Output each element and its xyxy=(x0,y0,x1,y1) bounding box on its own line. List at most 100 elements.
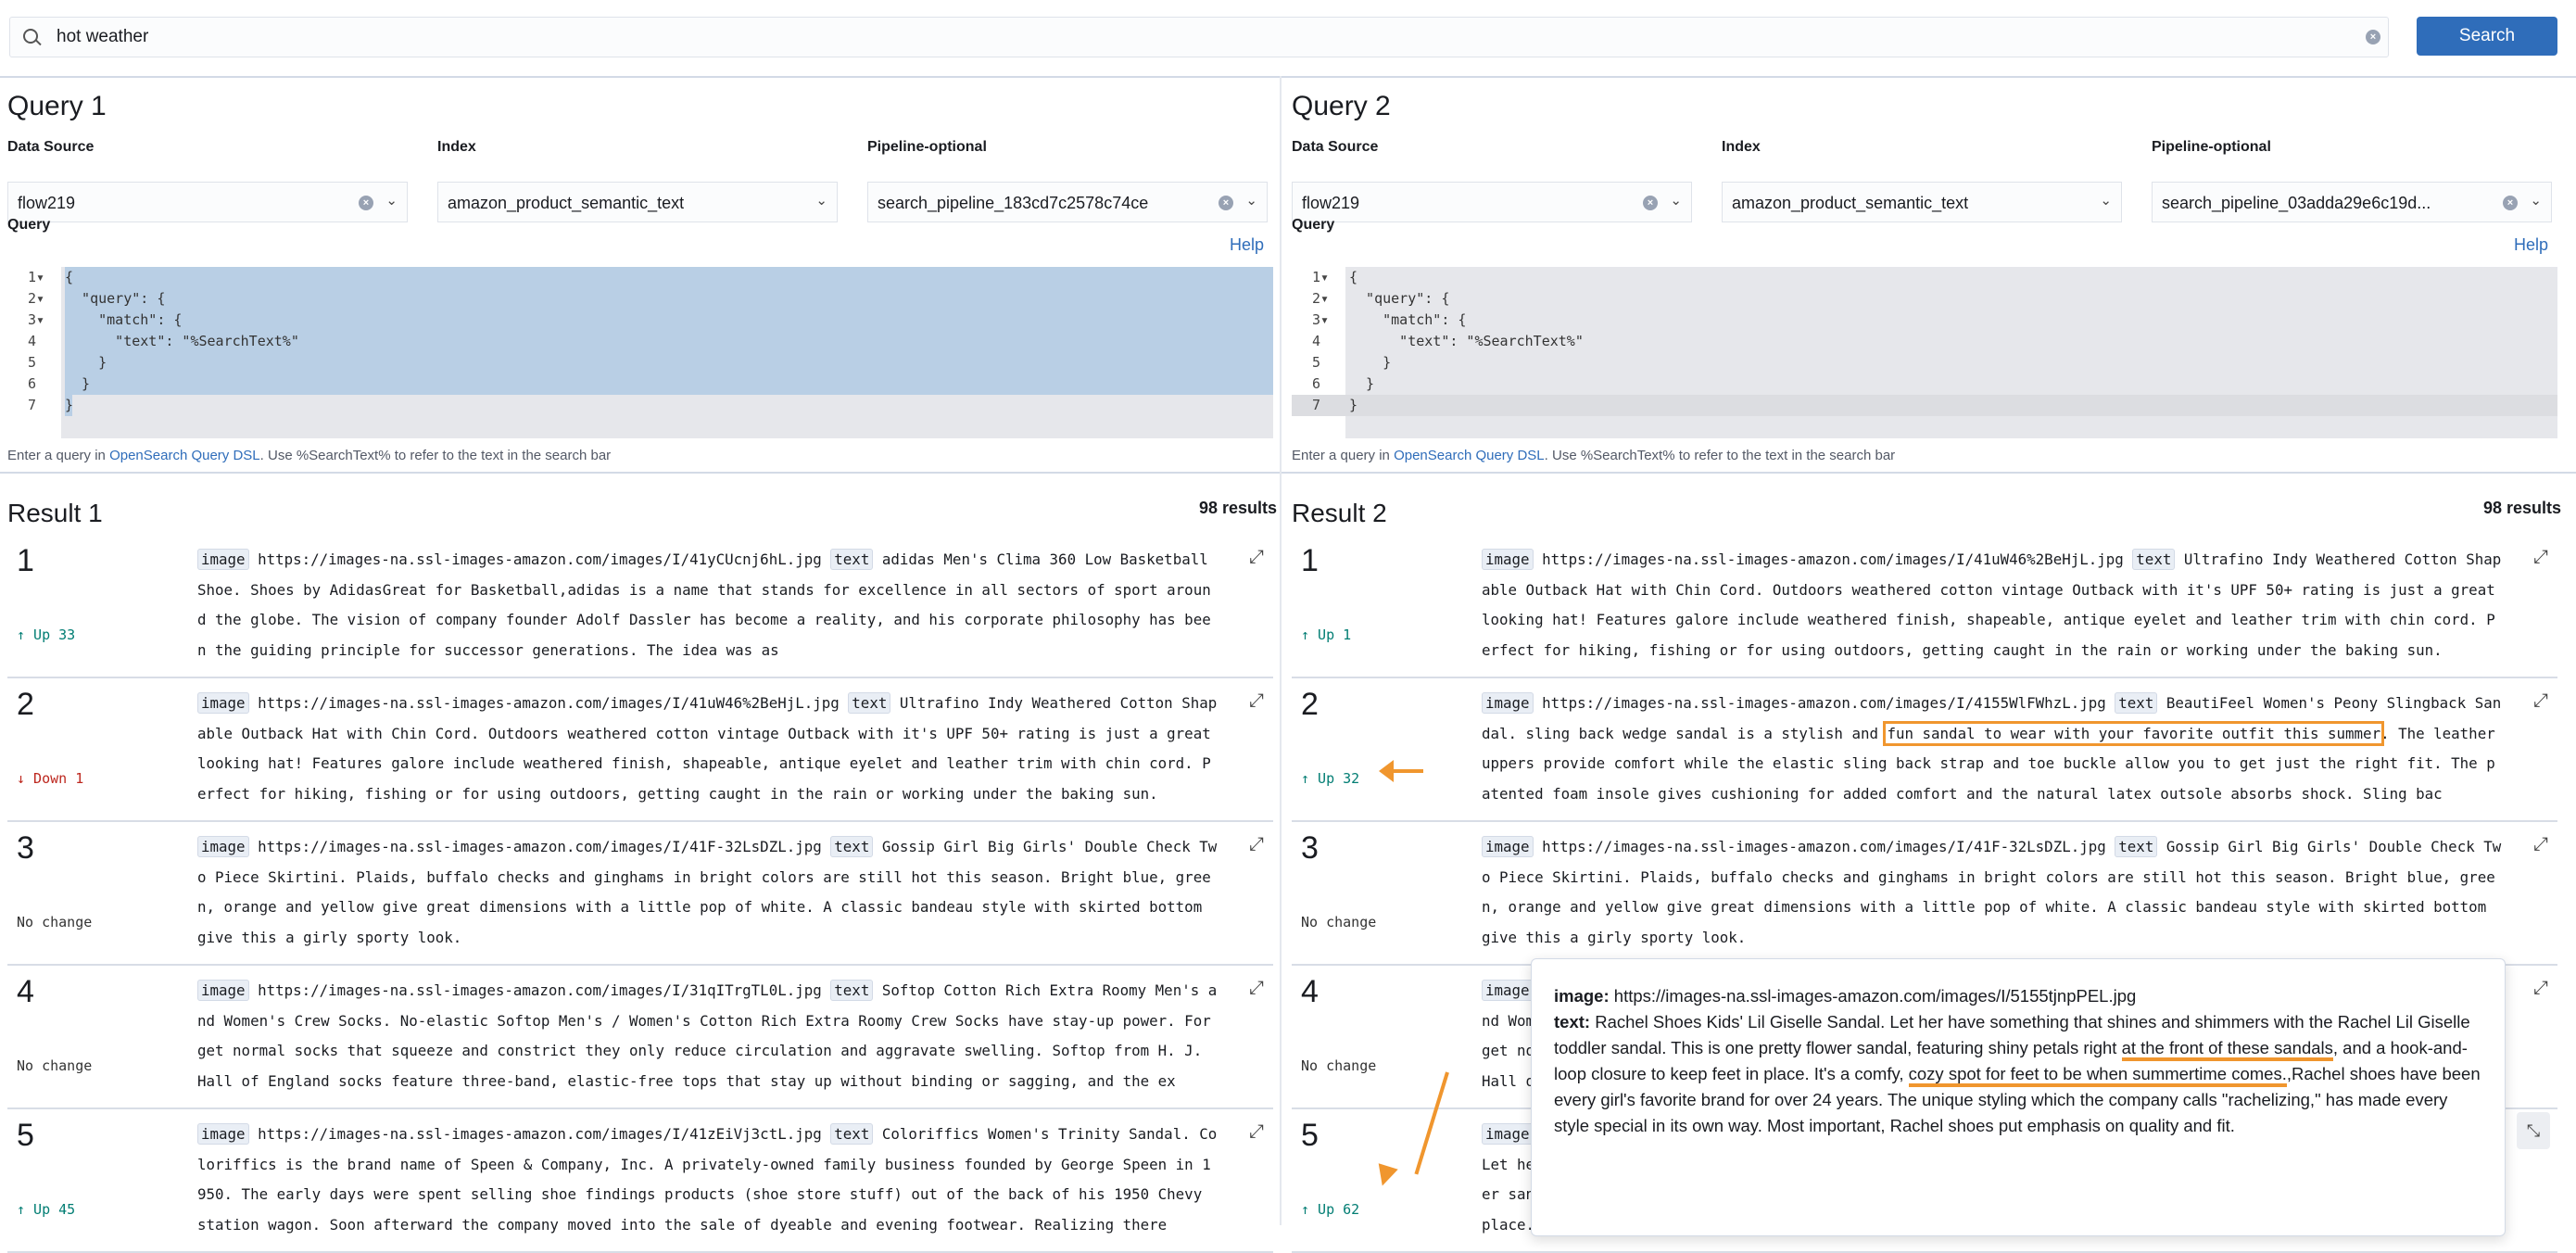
selection-highlight xyxy=(65,267,1273,395)
rank-change-up: ↑ Up 33 xyxy=(17,626,76,643)
pipeline-label: Pipeline-optional xyxy=(2152,139,2271,155)
query-editor[interactable]: 1▾ {2▾ "query": {3▾ "match": {4 "text": "… xyxy=(7,267,1273,438)
text-field-chip: text xyxy=(2115,692,2158,714)
pipeline-value: search_pipeline_183cd7c2578c74ce xyxy=(878,194,1149,212)
index-label: Index xyxy=(1722,139,1761,155)
line-number: 4 xyxy=(28,333,37,349)
result-title: Result 2 xyxy=(1292,499,1387,527)
active-line xyxy=(1292,395,2557,416)
annotation-highlight: fun sandal to wear with your favorite ou… xyxy=(1883,720,2385,746)
result-rank: 1 xyxy=(17,543,34,578)
rank-change-up: ↑ Up 32 xyxy=(1301,770,1360,787)
expand-icon[interactable]: ⤢ xyxy=(1249,547,1264,567)
image-field-chip: image xyxy=(1482,692,1534,714)
line-number: 4 xyxy=(1312,333,1321,349)
image-url: https://images-na.ssl-images-amazon.com/… xyxy=(258,838,822,855)
collapse-icon[interactable]: ⤡ xyxy=(2517,1112,2550,1149)
query-editor[interactable]: 1▾ {2▾ "query": {3▾ "match": {4 "text": "… xyxy=(1292,267,2557,438)
chevron-down-icon[interactable]: ⌄ xyxy=(1245,193,1257,209)
text-segment: Ultrafino Indy Weathered Cotton Shapable… xyxy=(1482,551,2502,659)
result-title: Result 1 xyxy=(7,499,103,527)
text-segment: . The leather uppers provide comfort whi… xyxy=(1482,724,2495,803)
image-field-chip: image xyxy=(197,1123,249,1145)
clear-pipeline-icon[interactable]: × xyxy=(2503,196,2518,210)
image-url: https://images-na.ssl-images-amazon.com/… xyxy=(258,694,840,712)
code-line: } xyxy=(1349,397,1358,413)
line-number: 3▾ xyxy=(1312,311,1330,328)
query-dsl-link[interactable]: OpenSearch Query DSL xyxy=(109,448,260,463)
help-link[interactable]: Help xyxy=(2513,235,2548,254)
line-number: 1▾ xyxy=(28,269,45,285)
text-segment: Ultrafino Indy Weathered Cotton Shapable… xyxy=(197,694,1218,803)
data-source-value: flow219 xyxy=(1302,194,1360,212)
result-rank: 4 xyxy=(1301,974,1319,1009)
expand-icon[interactable]: ⤢ xyxy=(2533,978,2548,998)
annotation-arrow xyxy=(1390,769,1423,773)
result-row: 5 ↑ Up 45 image https://images-na.ssl-imag… xyxy=(7,1110,1273,1253)
rank-change-up: ↑ Up 62 xyxy=(1301,1201,1360,1218)
data-source-select[interactable]: flow219 × ⌄ xyxy=(1292,182,1692,222)
query-dsl-link[interactable]: OpenSearch Query DSL xyxy=(1394,448,1545,463)
expand-icon[interactable]: ⤢ xyxy=(1249,690,1264,711)
text-segment: Gossip Girl Big Girls' Double Check Two … xyxy=(1482,838,2502,946)
rank-change-up: ↑ Up 1 xyxy=(1301,626,1352,643)
annotation-arrowhead xyxy=(1379,760,1394,782)
search-icon xyxy=(23,29,38,44)
index-select[interactable]: amazon_product_semantic_text ⌄ xyxy=(437,182,838,222)
rank-change-none: No change xyxy=(1301,1057,1377,1074)
result-row: 1 ↑ Up 33 image https://images-na.ssl-imag… xyxy=(7,536,1273,678)
search-input[interactable]: hot weather × xyxy=(9,17,2389,57)
popup-image-url: https://images-na.ssl-images-amazon.com/… xyxy=(1613,986,2137,1006)
chevron-down-icon[interactable]: ⌄ xyxy=(1670,193,1682,209)
index-label: Index xyxy=(437,139,476,155)
data-source-select[interactable]: flow219 × ⌄ xyxy=(7,182,408,222)
result-content: image https://images-na.ssl-images-amazo… xyxy=(197,545,1219,665)
code-line: "query": { xyxy=(65,290,166,307)
expand-icon[interactable]: ⤢ xyxy=(1249,834,1264,854)
expand-icon[interactable]: ⤢ xyxy=(1249,1121,1264,1142)
result-row: 3 No change image https://images-na.ssl-im… xyxy=(7,823,1273,966)
chevron-down-icon[interactable]: ⌄ xyxy=(385,193,398,209)
expand-icon[interactable]: ⤢ xyxy=(2533,547,2548,567)
result-rank: 2 xyxy=(17,687,34,722)
clear-data-source-icon[interactable]: × xyxy=(1643,196,1658,210)
clear-search-icon[interactable]: × xyxy=(2366,30,2380,44)
text-segment: Softop Cotton Rich Extra Roomy Men's and… xyxy=(197,981,1218,1090)
popup-text-segment: Rachel Shoes Kids' Lil Giselle Sandal. L… xyxy=(1554,1012,2470,1057)
index-select[interactable]: amazon_product_semantic_text ⌄ xyxy=(1722,182,2122,222)
rank-change-none: No change xyxy=(17,1057,93,1074)
result-rank: 3 xyxy=(17,830,34,866)
image-field-chip: image xyxy=(197,549,249,570)
text-segment: BeautiFeel Women's Peony Slingback Sanda… xyxy=(1482,694,2502,742)
pipeline-select[interactable]: search_pipeline_183cd7c2578c74ce × ⌄ xyxy=(867,182,1268,222)
pipeline-value: search_pipeline_03adda29e6c19d... xyxy=(2162,194,2431,212)
expand-icon[interactable]: ⤢ xyxy=(2533,690,2548,711)
query-title: Query 1 xyxy=(7,91,107,121)
selection-highlight xyxy=(65,395,72,416)
pipeline-select[interactable]: search_pipeline_03adda29e6c19d... × ⌄ xyxy=(2152,182,2552,222)
line-number: 5 xyxy=(1312,354,1321,371)
line-number: 1▾ xyxy=(1312,269,1330,285)
result-rank: 2 xyxy=(1301,687,1319,722)
chevron-down-icon[interactable]: ⌄ xyxy=(815,193,827,209)
pipeline-label: Pipeline-optional xyxy=(867,139,987,155)
code-line: "match": { xyxy=(1349,311,1467,328)
expand-icon[interactable]: ⤢ xyxy=(2533,834,2548,854)
code-line: "match": { xyxy=(65,311,183,328)
image-url: https://images-na.ssl-images-amazon.com/… xyxy=(258,981,822,999)
text-segment: adidas Men's Clima 360 Low Basketball Sh… xyxy=(197,551,1211,659)
footer-text: . Use %SearchText% to refer to the text … xyxy=(1544,448,1896,463)
text-field-chip: text xyxy=(830,836,874,857)
chevron-down-icon[interactable]: ⌄ xyxy=(2100,193,2112,209)
result-content: image https://images-na.ssl-images-amazo… xyxy=(197,1120,1219,1240)
clear-data-source-icon[interactable]: × xyxy=(359,196,373,210)
chevron-down-icon[interactable]: ⌄ xyxy=(2530,193,2542,209)
help-link[interactable]: Help xyxy=(1229,235,1264,254)
query-label: Query xyxy=(7,217,51,233)
clear-pipeline-icon[interactable]: × xyxy=(1219,196,1233,210)
expand-icon[interactable]: ⤢ xyxy=(1249,978,1264,998)
code-line: } xyxy=(1349,375,1375,392)
text-field-chip: text xyxy=(2115,836,2158,857)
search-button[interactable]: Search xyxy=(2417,17,2557,56)
text-field-chip: text xyxy=(830,1123,874,1145)
